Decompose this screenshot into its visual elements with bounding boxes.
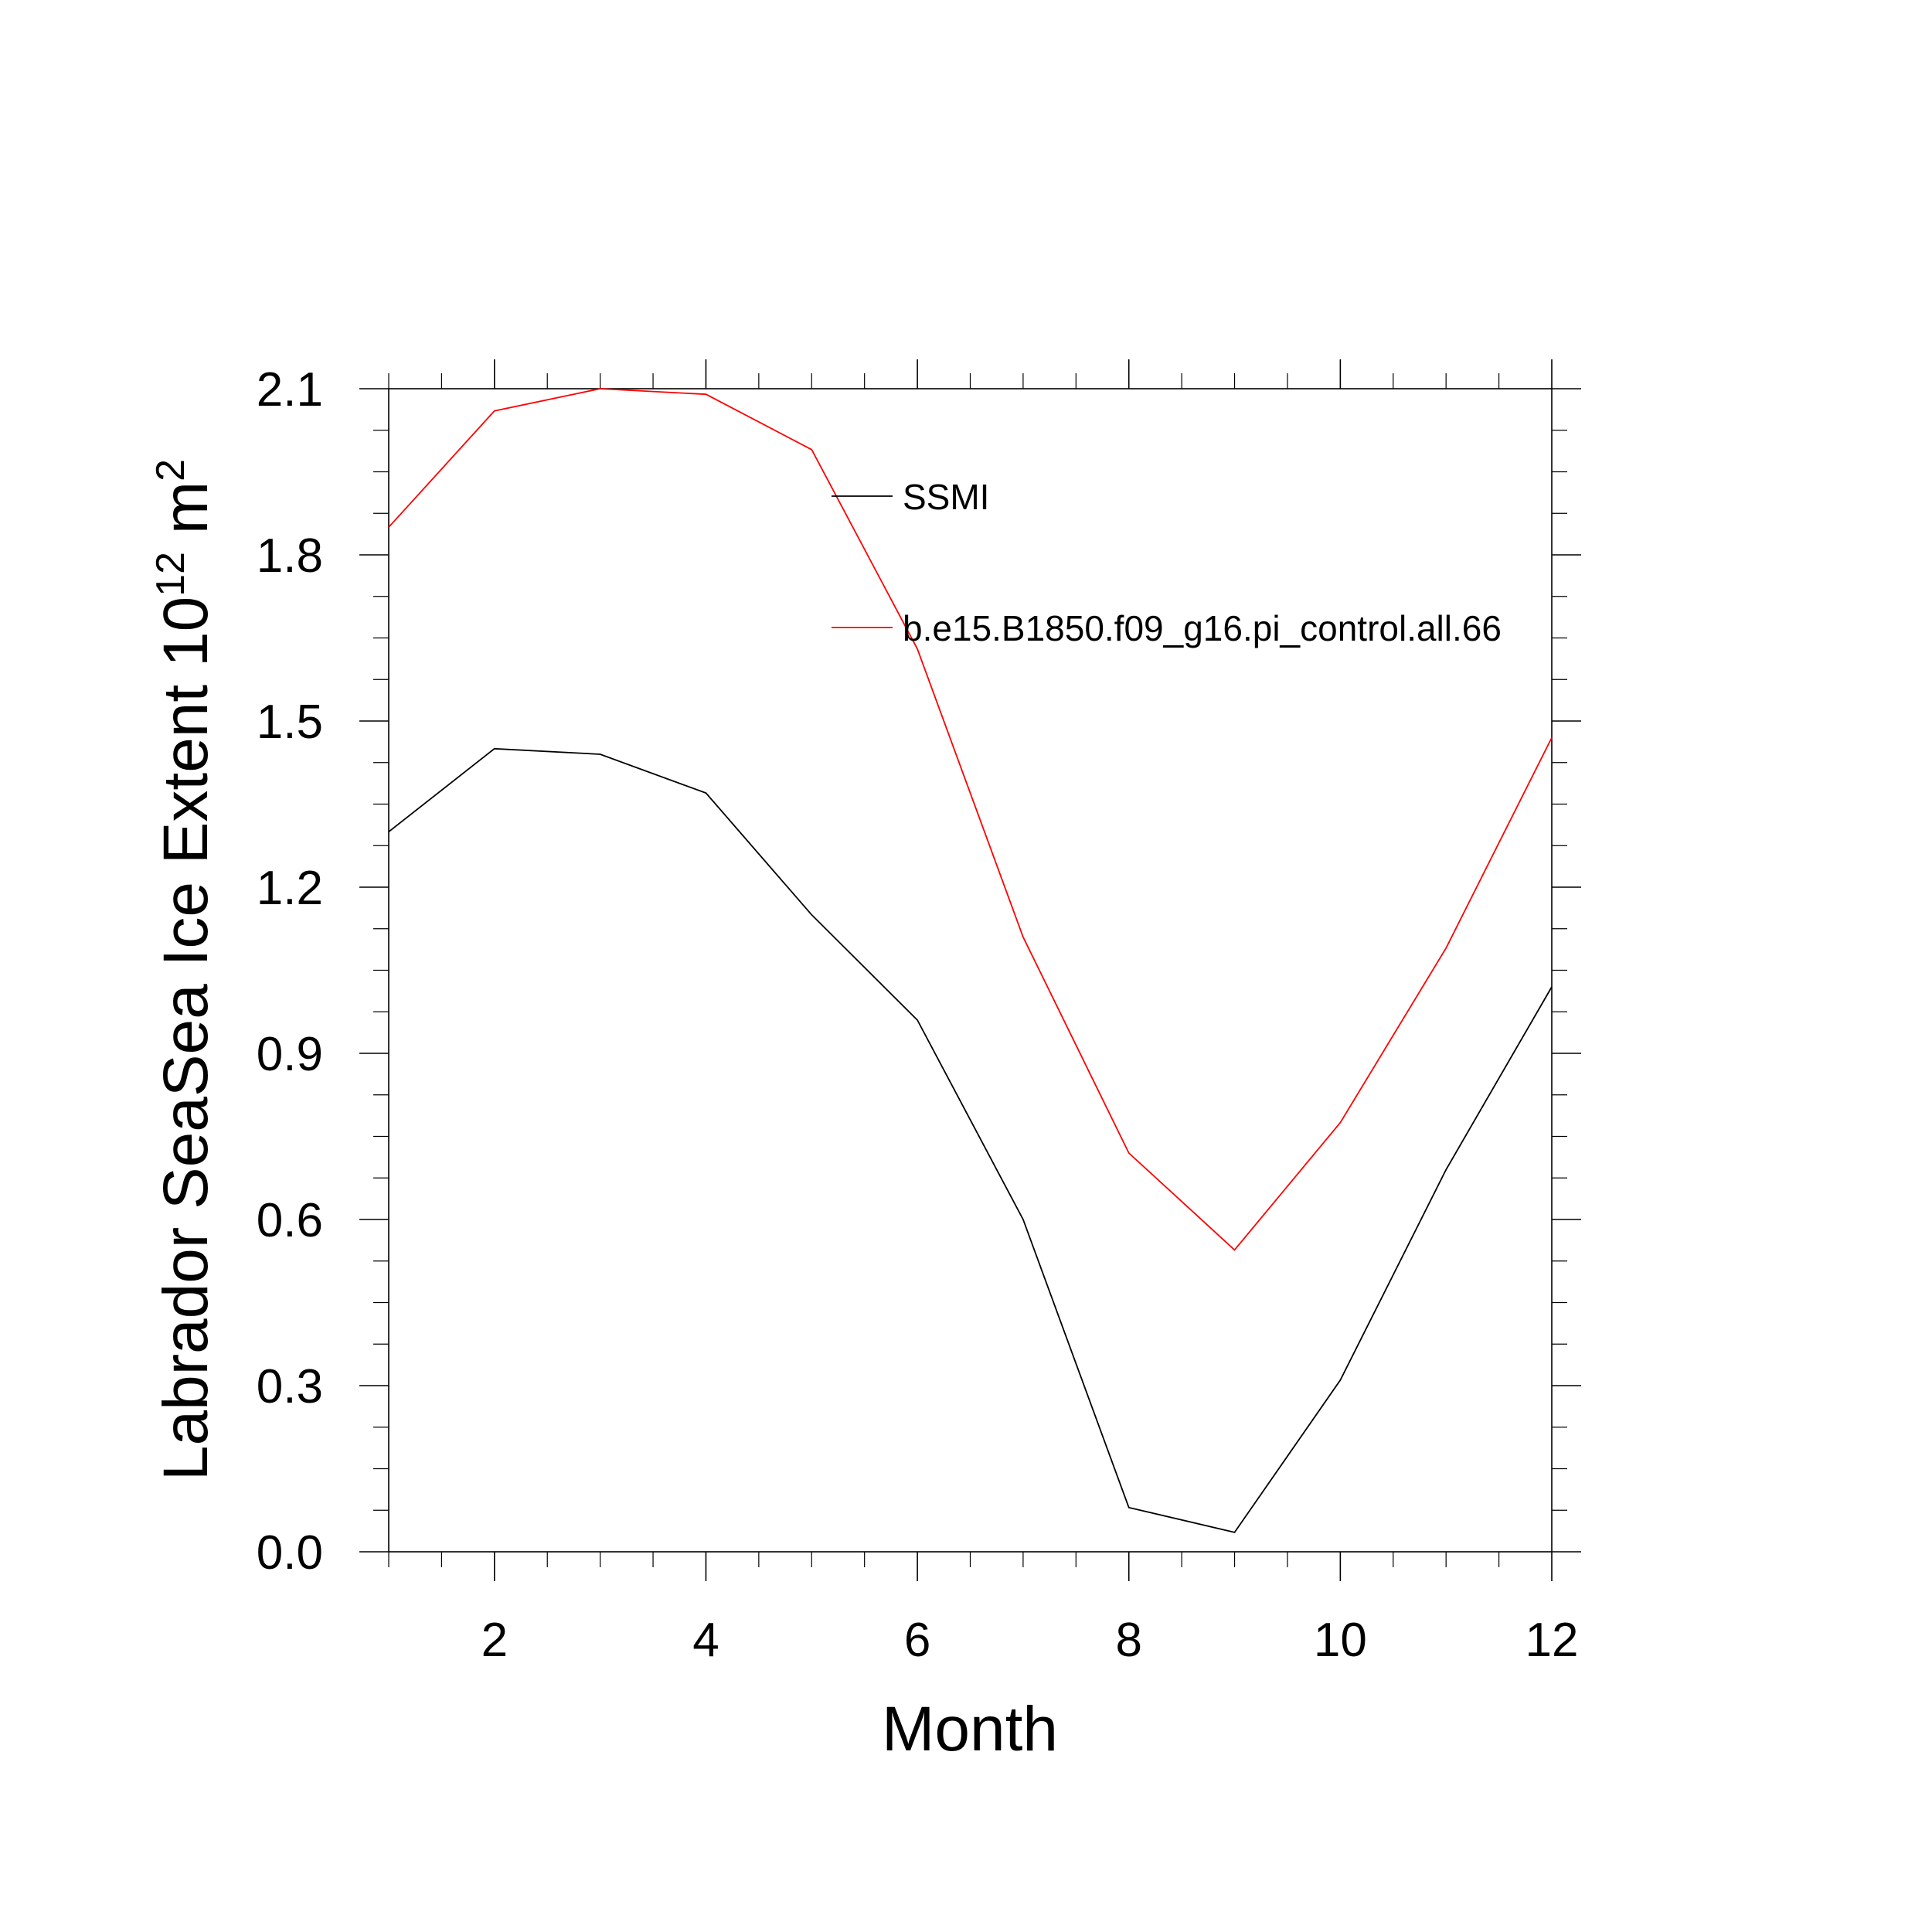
y-axis-title: Labrador SeaSea Ice Extent 1012 m2 xyxy=(148,459,221,1481)
y-tick-label: 0.6 xyxy=(257,1194,323,1247)
y-tick-label: 0.9 xyxy=(257,1028,323,1081)
legend: SSMI b.e15.B1850.f09_g16.pi_control.all.6… xyxy=(832,477,1502,648)
y-axis-title-exponent: 12 xyxy=(148,552,193,597)
legend-label-1: SSMI xyxy=(903,477,989,517)
series-lines xyxy=(388,388,1553,1533)
x-tick-label: 4 xyxy=(692,1614,719,1667)
x-axis: 2 4 6 8 10 12 xyxy=(388,359,1579,1667)
y-tick-label: 1.8 xyxy=(257,529,323,583)
y-axis-title-unit: m xyxy=(151,481,221,534)
y-tick-label: 0.3 xyxy=(257,1360,323,1413)
x-tick-label: 2 xyxy=(481,1614,508,1667)
plot-frame xyxy=(388,388,1553,1553)
y-axis-title-unit-exponent: 2 xyxy=(148,459,193,481)
x-tick-label: 8 xyxy=(1115,1614,1141,1667)
y-tick-label: 0.0 xyxy=(257,1526,323,1580)
x-tick-label: 6 xyxy=(904,1614,930,1667)
y-axis: 0.0 0.3 0.6 0.9 1.2 1.5 1.8 2.1 xyxy=(257,363,1581,1580)
y-axis-title-main: Labrador SeaSea Ice Extent 10 xyxy=(151,597,221,1481)
y-tick-label: 1.2 xyxy=(257,862,323,915)
y-tick-label: 1.5 xyxy=(257,696,323,749)
x-tick-label: 10 xyxy=(1314,1614,1367,1667)
series-line-2 xyxy=(388,388,1553,1251)
x-axis-title: Month xyxy=(882,1694,1058,1764)
y-tick-label: 2.1 xyxy=(257,363,323,417)
legend-label-2: b.e15.B1850.f09_g16.pi_control.all.66 xyxy=(903,608,1502,648)
series-line-1 xyxy=(388,747,1553,1533)
x-tick-label: 12 xyxy=(1526,1614,1579,1667)
